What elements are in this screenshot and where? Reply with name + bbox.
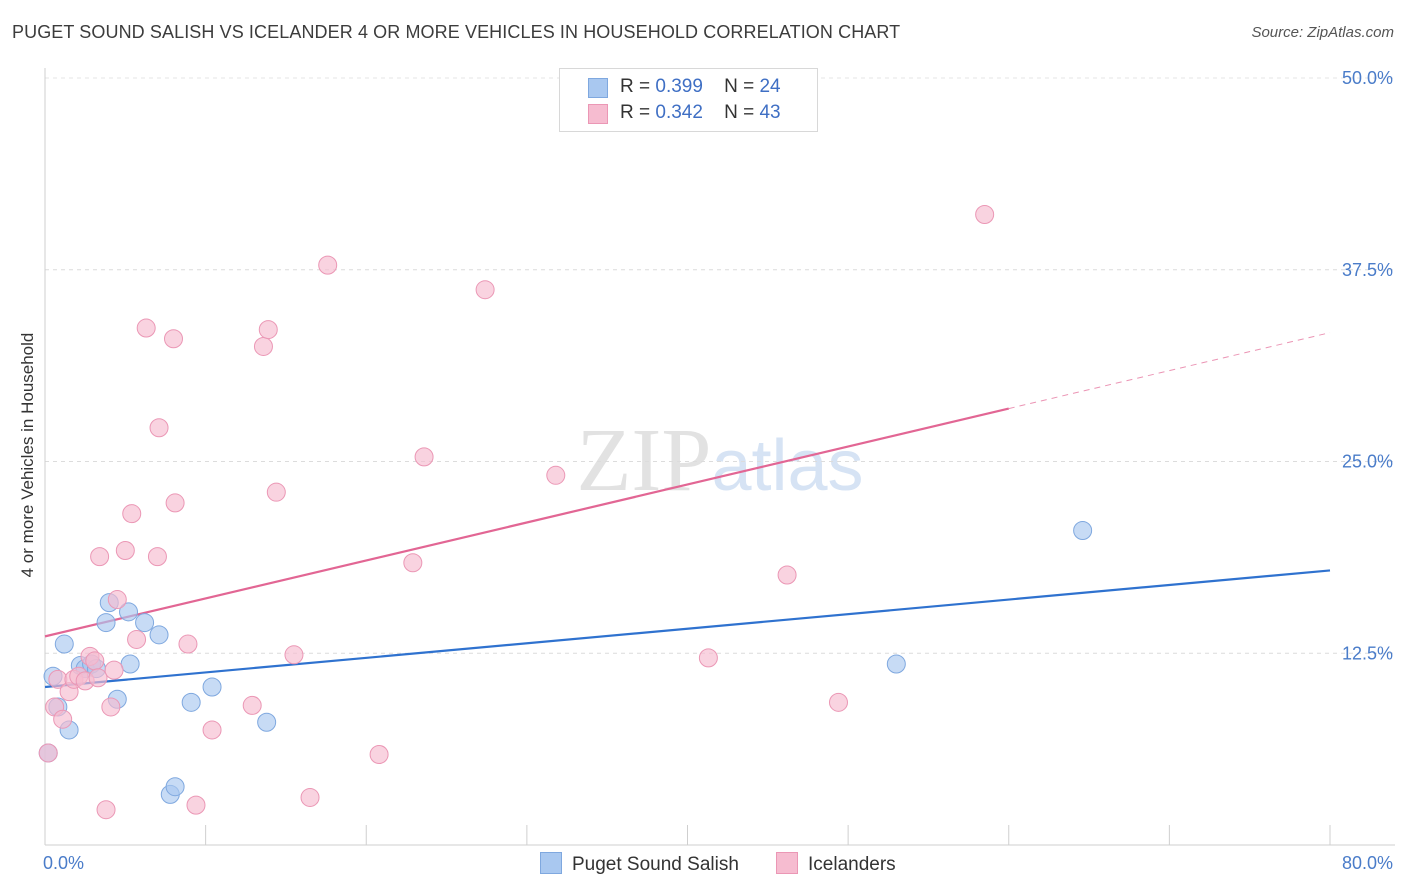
point-icelanders (253, 336, 273, 356)
point-puget-sound-salish (119, 602, 139, 622)
y-tick-label: 37.5% (1342, 260, 1393, 280)
trend-line-icelanders (44, 407, 1010, 638)
legend-label: Puget Sound Salish (572, 854, 739, 875)
stats-legend: R = 0.399 N = 24 R = 0.342 N = 43 (559, 68, 818, 132)
legend-swatch-blue (540, 852, 562, 874)
point-icelanders (147, 547, 167, 567)
chart-title: PUGET SOUND SALISH VS ICELANDER 4 OR MOR… (12, 22, 901, 42)
point-icelanders (85, 651, 105, 671)
point-icelanders (369, 744, 389, 764)
point-icelanders (202, 720, 222, 740)
point-icelanders (165, 493, 185, 513)
legend-item-icelanders[interactable]: Icelanders (776, 852, 896, 876)
watermark-atlas: atlas (711, 426, 863, 506)
r-label: R = (620, 76, 651, 97)
n-value: 24 (759, 76, 781, 97)
watermark: ZIPatlas (576, 411, 863, 510)
r-value: 0.399 (655, 76, 703, 97)
point-icelanders (122, 504, 142, 524)
r-value: 0.342 (655, 102, 703, 123)
tick-labels: 12.5% 25.0% 37.5% 50.0% 0.0% 80.0% (43, 68, 1393, 873)
axes (44, 68, 1395, 846)
point-icelanders (127, 629, 147, 649)
point-icelanders (53, 709, 73, 729)
point-icelanders (107, 590, 127, 610)
legend-label: Icelanders (808, 854, 896, 875)
point-icelanders (546, 465, 566, 485)
point-icelanders (178, 634, 198, 654)
point-puget-sound-salish (1073, 521, 1093, 541)
legend-swatch-pink (588, 104, 608, 124)
point-puget-sound-salish (120, 654, 140, 674)
point-icelanders (258, 320, 278, 340)
point-puget-sound-salish (165, 777, 185, 797)
legend-swatch-pink (776, 852, 798, 874)
point-icelanders (284, 645, 304, 665)
n-label: N = (724, 76, 755, 97)
y-tick-label: 50.0% (1342, 68, 1393, 88)
point-icelanders (136, 318, 156, 338)
point-icelanders (90, 547, 110, 567)
point-icelanders (149, 418, 169, 438)
y-tick-label: 12.5% (1342, 643, 1393, 663)
point-puget-sound-salish (96, 613, 116, 633)
source-label: Source: ZipAtlas.com (1251, 24, 1394, 41)
point-icelanders (88, 668, 108, 688)
point-icelanders (38, 743, 58, 763)
point-icelanders (266, 482, 286, 502)
point-icelanders (828, 692, 848, 712)
n-value: 43 (759, 102, 781, 123)
point-icelanders (115, 540, 135, 560)
x-tick-label: 80.0% (1342, 853, 1393, 873)
watermark-zip: ZIP (576, 411, 711, 510)
point-icelanders (104, 660, 124, 680)
point-icelanders (300, 787, 320, 807)
point-puget-sound-salish (257, 712, 277, 732)
legend-swatch-blue (588, 78, 608, 98)
point-puget-sound-salish (181, 692, 201, 712)
point-puget-sound-salish (54, 634, 74, 654)
point-icelanders (414, 447, 434, 467)
n-label: N = (724, 102, 755, 123)
point-icelanders (318, 255, 338, 275)
legend-item-puget-sound-salish[interactable]: Puget Sound Salish (540, 852, 739, 876)
point-puget-sound-salish (886, 654, 906, 674)
data-points (38, 205, 1093, 820)
point-icelanders (101, 697, 121, 717)
point-icelanders (475, 280, 495, 300)
trend-line-puget-sound-salish (44, 569, 1331, 689)
point-puget-sound-salish (202, 677, 222, 697)
point-icelanders (96, 800, 116, 820)
point-icelanders (975, 205, 995, 225)
point-puget-sound-salish (149, 625, 169, 645)
trend-lines (44, 332, 1331, 689)
point-icelanders (164, 329, 183, 349)
point-icelanders (777, 565, 797, 585)
r-label: R = (620, 102, 651, 123)
point-puget-sound-salish (135, 613, 155, 633)
point-icelanders (698, 648, 718, 668)
point-icelanders (186, 795, 206, 815)
trend-line-icelanders-extension (1008, 332, 1331, 410)
y-tick-label: 25.0% (1342, 452, 1393, 472)
point-icelanders (242, 695, 262, 715)
x-tick-label: 0.0% (43, 853, 84, 873)
point-icelanders (403, 553, 423, 573)
